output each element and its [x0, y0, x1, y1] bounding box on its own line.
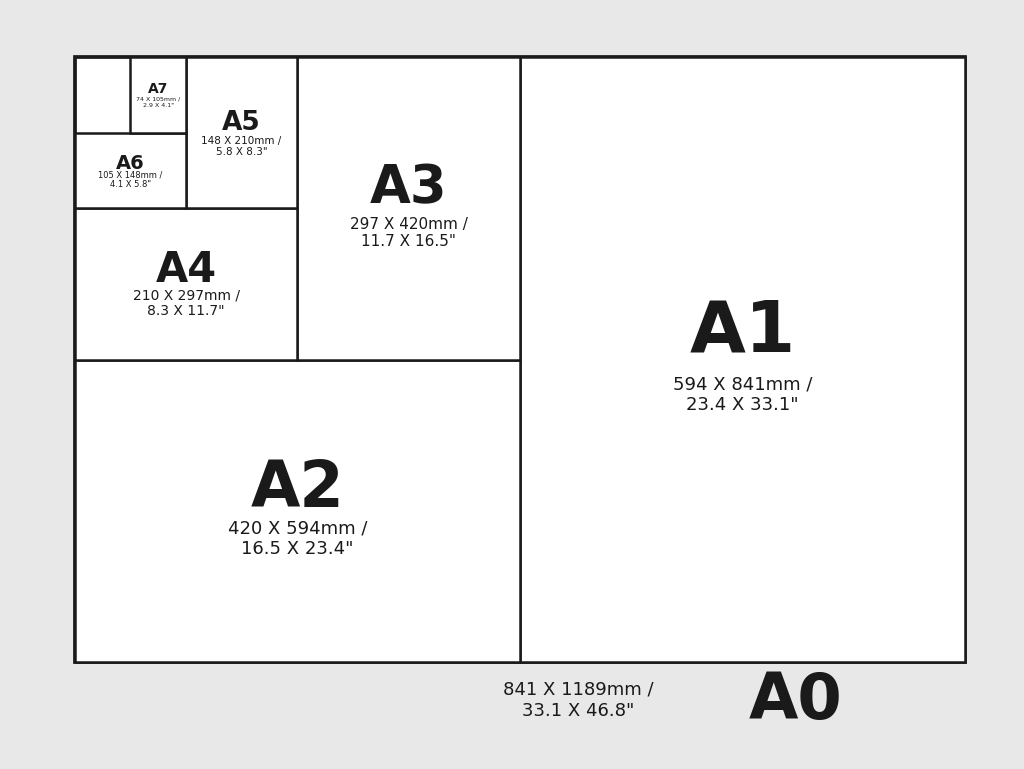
Text: 16.5 X 23.4": 16.5 X 23.4" [241, 540, 353, 558]
Text: A5: A5 [222, 109, 261, 135]
Text: 11.7 X 16.5": 11.7 X 16.5" [361, 234, 456, 249]
Text: A4: A4 [156, 249, 217, 291]
Bar [185, 57, 297, 208]
Text: 105 X 148mm /: 105 X 148mm / [98, 171, 163, 180]
Text: A7: A7 [147, 82, 168, 96]
Text: 420 X 594mm /: 420 X 594mm / [227, 520, 367, 538]
Text: 74 X 105mm /: 74 X 105mm / [136, 96, 180, 102]
Text: A3: A3 [370, 162, 447, 215]
Bar [297, 57, 519, 360]
Bar [75, 360, 519, 662]
Text: 841 X 1189mm /: 841 X 1189mm / [503, 680, 653, 698]
Text: 33.1 X 46.8": 33.1 X 46.8" [521, 702, 634, 720]
Text: 297 X 420mm /: 297 X 420mm / [349, 217, 467, 232]
Text: 594 X 841mm /: 594 X 841mm / [673, 375, 812, 394]
Text: A0: A0 [749, 670, 843, 732]
Text: A2: A2 [251, 458, 344, 520]
Bar [75, 208, 297, 360]
Bar [75, 132, 185, 208]
Text: A1: A1 [689, 297, 796, 366]
Text: 4.1 X 5.8": 4.1 X 5.8" [110, 180, 151, 189]
Text: 8.3 X 11.7": 8.3 X 11.7" [147, 304, 225, 318]
Text: 5.8 X 8.3": 5.8 X 8.3" [216, 147, 267, 157]
Text: A6: A6 [116, 154, 144, 173]
Bar [75, 57, 965, 662]
Text: 23.4 X 33.1": 23.4 X 33.1" [686, 395, 799, 414]
Text: 148 X 210mm /: 148 X 210mm / [202, 135, 282, 145]
Bar [519, 57, 965, 662]
Bar [130, 57, 185, 132]
Text: 210 X 297mm /: 210 X 297mm / [133, 289, 240, 303]
Text: 2.9 X 4.1": 2.9 X 4.1" [142, 103, 174, 108]
